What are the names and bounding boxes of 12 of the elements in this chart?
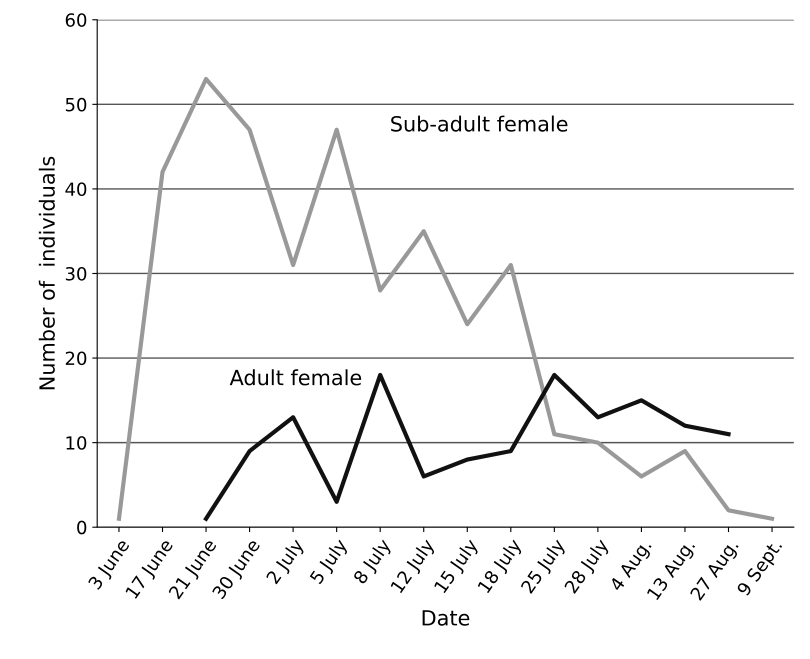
x-axis-title: Date [422,610,470,626]
y-tick-label: 30 [66,266,86,281]
y-tick-label: 60 [66,13,86,27]
series-label: Adult female [230,369,362,386]
text: Sub-adult female [391,116,568,132]
y-tick-label: 20 [66,352,86,366]
y-tick-label: 40 [65,182,86,196]
y-axis-title: Number of individuals [38,156,55,390]
y-tick-label: 50 [66,98,86,112]
y-tick-label: 10 [66,436,86,450]
line-series [116,76,774,521]
y-tick-label: 0 [77,520,86,534]
